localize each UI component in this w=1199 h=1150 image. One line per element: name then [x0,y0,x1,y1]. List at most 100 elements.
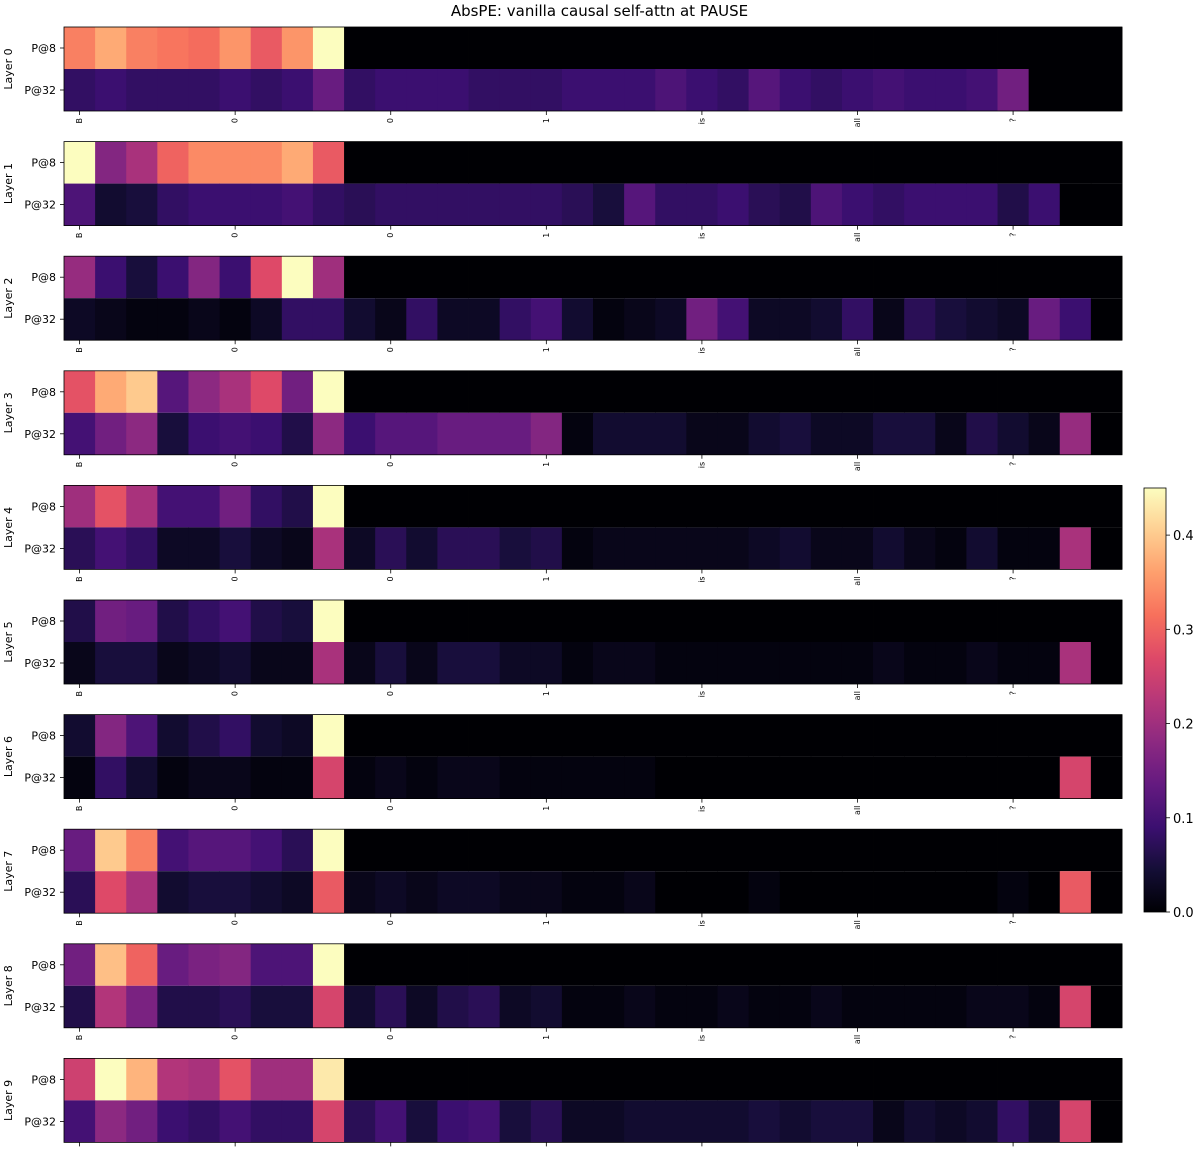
x-tick-label: all [853,806,862,815]
heatmap-cell [904,527,936,570]
heatmap-cell [997,298,1030,341]
heatmap-cell [748,298,781,341]
heatmap-cell [126,756,158,799]
heatmap-cell [188,642,220,684]
heatmap-cell [1090,943,1123,986]
heatmap-cell [748,756,781,799]
heatmap-cell [157,69,189,111]
heatmap-cell [1028,829,1061,872]
heatmap-cell [219,600,252,642]
heatmap-cell [717,600,749,642]
heatmap-cell [530,714,563,757]
heatmap-cell [904,642,936,684]
heatmap-cell [281,256,314,299]
heatmap-cell [935,412,967,455]
heatmap-cell [344,27,376,69]
x-tick-label: all [853,576,862,585]
heatmap-cell [437,141,469,184]
heatmap-cell [841,27,874,69]
heatmap-cell [126,714,158,757]
heatmap-cell [1059,412,1092,455]
heatmap-cell [997,256,1030,299]
layer-label: Layer 2 [2,278,15,319]
heatmap-cell [437,256,469,299]
y-tick-label: P@32 [24,1115,56,1128]
heatmap-cell [499,69,532,111]
heatmap-cell [95,714,127,757]
heatmap-cell [593,714,625,757]
heatmap-cell [655,714,687,757]
heatmap-cell [655,412,687,455]
heatmap-cell [312,642,345,684]
heatmap-cell [873,69,905,111]
heatmap-cell [935,871,967,914]
y-tick-label: P@8 [31,959,56,972]
heatmap-cell [997,183,1030,226]
heatmap-cell [157,714,189,757]
heatmap-cell [344,985,376,1028]
heatmap-cell [779,370,812,413]
x-tick-label: all [853,462,862,471]
heatmap-cell [779,714,812,757]
heatmap-cell [375,69,407,111]
x-tick-label: 0 [386,920,395,925]
heatmap-cell [250,985,283,1028]
heatmap-cell [95,256,127,299]
x-tick-label: 1 [542,576,551,581]
x-tick-label: is [697,118,706,124]
x-tick-label: ? [1009,233,1018,237]
heatmap-cell [188,829,220,872]
heatmap-cell [1059,714,1092,757]
heatmap-cell [126,1100,158,1143]
heatmap-cell [624,298,656,341]
heatmap-cell [748,642,781,684]
heatmap-cell [1059,871,1092,914]
heatmap-cell [126,642,158,684]
heatmap-cell [655,69,687,111]
heatmap-cell [126,370,158,413]
heatmap-cell [717,756,749,799]
heatmap-cell [904,69,936,111]
heatmap-cell [468,298,501,341]
heatmap-cell [1059,370,1092,413]
heatmap-cell [1028,27,1061,69]
x-tick-label: 0 [231,920,240,925]
heatmap-cell [593,642,625,684]
heatmap-cell [281,298,314,341]
heatmap-cell [499,756,532,799]
heatmap-cell [935,183,967,226]
heatmap-cell [904,27,936,69]
heatmap-cell [530,943,563,986]
heatmap-cell [157,1058,189,1101]
heatmap-cell [64,1100,96,1143]
heatmap-cell [1090,69,1123,111]
heatmap-cell [499,1100,532,1143]
heatmap-cell [219,527,252,570]
heatmap-cell [530,27,563,69]
heatmap-cell [344,485,376,528]
heatmap-cell [219,1058,252,1101]
heatmap-cell [1090,183,1123,226]
heatmap-cell [1028,485,1061,528]
heatmap-cell [406,985,438,1028]
heatmap-cell [655,600,687,642]
x-tick-label: 1 [542,806,551,811]
heatmap-cell [748,412,781,455]
heatmap-cell [219,370,252,413]
heatmap-cell [281,1058,314,1101]
heatmap-cell [312,943,345,986]
heatmap-cell [624,756,656,799]
heatmap-cell [624,69,656,111]
heatmap-cell [935,27,967,69]
heatmap-cell [95,600,127,642]
heatmap-cell [499,256,532,299]
heatmap-cell [748,256,781,299]
heatmap-cell [593,183,625,226]
x-tick-label: 0 [231,806,240,811]
heatmap-cell [281,1100,314,1143]
heatmap-cell [437,370,469,413]
heatmap-cell [219,829,252,872]
heatmap-cell [344,298,376,341]
heatmap-cell [344,69,376,111]
heatmap-cell [841,298,874,341]
